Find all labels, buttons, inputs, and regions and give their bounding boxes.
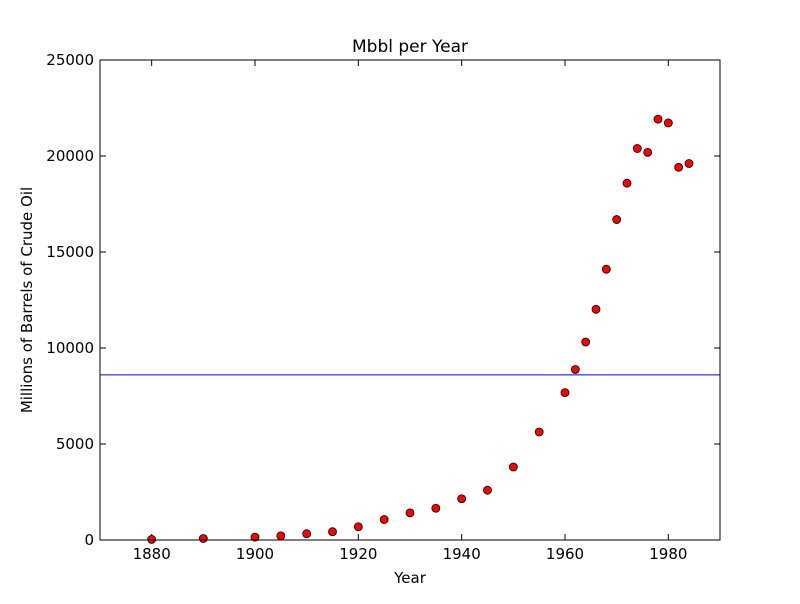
data-point-1970 [612, 215, 622, 224]
data-point-1925 [379, 515, 389, 524]
data-point-1880 [147, 535, 157, 544]
data-point-1920 [353, 522, 363, 532]
data-point-1935 [431, 503, 441, 513]
data-point-1940 [457, 494, 467, 504]
data-point-1955 [534, 427, 544, 437]
plot-area: 1880 1900 1920 1940 1960 1980 0 5000 10000 15000 2… [46, 51, 721, 563]
data-point-1915 [328, 527, 337, 537]
x-axis-label: Year [393, 569, 427, 587]
x-tick-label-1920: 1920 [339, 545, 377, 563]
chart-title: Mbbl per Year [352, 37, 468, 57]
data-point-1968 [601, 264, 611, 274]
data-point-1980 [663, 118, 673, 128]
data-point-1960 [560, 388, 570, 398]
axes-frame [99, 59, 721, 541]
x-tick-label-1980: 1980 [649, 545, 687, 563]
data-point-1966 [591, 304, 601, 314]
data-point-1982 [674, 162, 684, 172]
data-point-1976 [643, 147, 653, 157]
y-tick-label-10000: 10000 [46, 339, 94, 357]
data-point-1930 [405, 508, 415, 518]
x-tick-label-1880: 1880 [133, 545, 171, 563]
data-point-1900 [250, 532, 260, 542]
data-point-1950 [508, 462, 518, 472]
x-tick-label-1900: 1900 [236, 545, 274, 563]
y-tick-label-0: 0 [84, 531, 94, 549]
data-point-1972 [622, 178, 632, 188]
x-tick-label-1940: 1940 [443, 545, 481, 563]
data-point-1905 [276, 531, 286, 541]
y-tick-label-25000: 25000 [46, 51, 94, 69]
data-point-1974 [632, 144, 642, 153]
data-point-1964 [581, 337, 591, 347]
data-point-1984 [684, 159, 694, 168]
y-tick-label-5000: 5000 [56, 435, 94, 453]
x-tick-label-1960: 1960 [546, 545, 584, 563]
y-axis-label: Millions of Barrels of Crude Oil [18, 187, 36, 413]
data-point-1890 [198, 534, 208, 543]
data-point-1910 [302, 529, 312, 539]
data-point-1962 [570, 365, 580, 374]
data-point-1945 [483, 485, 492, 495]
data-point-1978 [653, 114, 663, 124]
y-tick-label-20000: 20000 [46, 147, 94, 165]
y-tick-label-15000: 15000 [46, 243, 94, 261]
